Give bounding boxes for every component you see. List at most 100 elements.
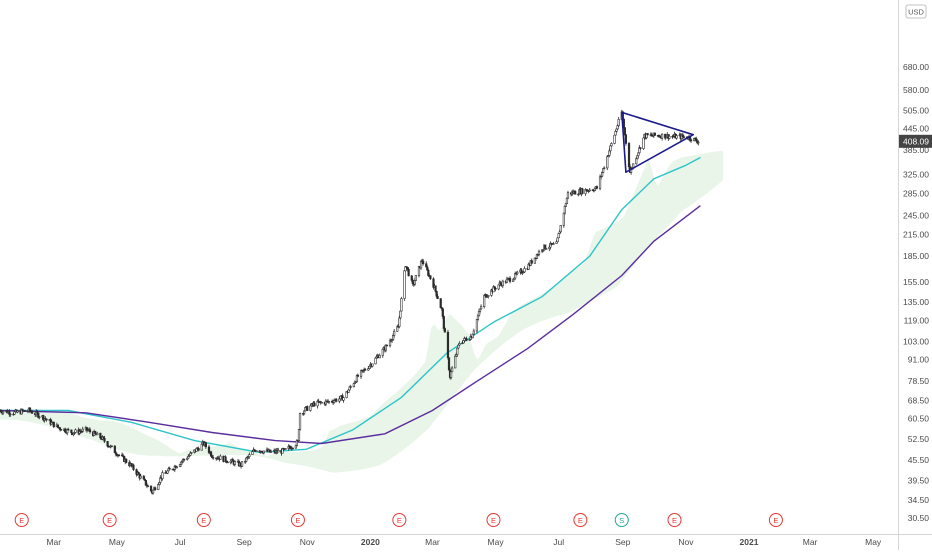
candle-body <box>30 411 34 414</box>
candle-body <box>434 285 437 292</box>
candle-body <box>610 143 613 147</box>
candle-body <box>574 191 577 195</box>
candle-body <box>477 311 481 317</box>
candle <box>2 410 5 416</box>
candle <box>462 340 465 344</box>
x-tick-label: Mar <box>425 537 440 547</box>
earnings-event-marker: E <box>768 513 783 527</box>
last-price-tag: 408.09 <box>899 134 932 148</box>
y-tick-label: 91.00 <box>908 354 930 364</box>
candle-body <box>413 280 416 285</box>
x-tick-label: May <box>488 537 505 547</box>
candle <box>403 270 406 301</box>
candle-body <box>475 319 479 332</box>
candle <box>269 449 273 453</box>
candle <box>574 190 577 195</box>
candle <box>306 405 309 411</box>
candle-body <box>406 267 409 270</box>
candle-body <box>233 461 236 465</box>
earnings-event-marker: E <box>573 513 588 527</box>
candle-body <box>212 457 215 459</box>
y-tick-label: 505.00 <box>903 105 929 115</box>
candle <box>447 357 451 372</box>
candle <box>23 410 26 412</box>
event-circle <box>614 513 629 527</box>
candle <box>284 448 287 450</box>
candle <box>606 155 609 171</box>
candle <box>581 187 584 195</box>
candle-body <box>144 480 147 486</box>
candle-body <box>385 344 389 347</box>
candle-body <box>609 145 612 152</box>
candle-body <box>613 134 616 144</box>
candle-body <box>441 308 444 317</box>
candle-body <box>294 445 297 449</box>
candle <box>425 261 428 268</box>
candle-body <box>559 225 562 233</box>
candle <box>125 458 128 464</box>
x-tick-label: 2020 <box>361 537 380 547</box>
candle-body <box>508 277 512 282</box>
candle-body <box>483 295 486 307</box>
earnings-event-marker: E <box>290 513 305 527</box>
candle-body <box>624 134 628 144</box>
candle-body <box>262 450 265 454</box>
candle-body <box>327 401 331 403</box>
candle <box>81 426 84 433</box>
candle <box>396 324 399 332</box>
candle-body <box>45 418 48 421</box>
candle-body <box>425 263 428 268</box>
candle-body <box>487 295 490 297</box>
candle-body <box>16 410 19 413</box>
moving-average-slow-line <box>0 205 701 445</box>
candle-body <box>154 487 157 490</box>
candle <box>479 304 483 310</box>
candle <box>356 373 360 378</box>
candle <box>30 409 34 414</box>
candle-body <box>552 243 555 245</box>
candle-body <box>439 298 442 309</box>
candle <box>262 450 265 455</box>
candle <box>168 466 171 470</box>
event-circle <box>290 513 305 527</box>
candle-body <box>446 331 450 359</box>
candle-body <box>403 270 406 299</box>
candle-body <box>661 133 664 139</box>
last-price-tag-box <box>899 134 932 148</box>
candle-body <box>152 489 155 494</box>
candle <box>110 445 113 448</box>
y-tick-label: 52.50 <box>908 434 930 444</box>
candle <box>233 459 236 467</box>
candle-body <box>494 288 497 290</box>
candle-body <box>449 371 453 378</box>
candle <box>530 258 533 265</box>
y-tick-label: 78.50 <box>908 376 930 386</box>
event-circle <box>14 513 29 527</box>
event-circle <box>392 513 407 527</box>
event-label: E <box>578 516 583 525</box>
candle-body <box>378 355 381 359</box>
candle <box>385 344 389 347</box>
candle-body <box>617 119 620 126</box>
candle <box>407 267 410 277</box>
candle-body <box>606 156 609 169</box>
y-tick-label: 285.00 <box>903 188 929 198</box>
candle <box>566 190 570 200</box>
candle-body <box>476 315 480 320</box>
candle <box>675 134 678 140</box>
candle-body <box>132 464 135 470</box>
candle-body <box>240 461 244 467</box>
x-tick-label: Mar <box>46 537 61 547</box>
candle-body <box>338 398 341 402</box>
candle <box>639 147 642 151</box>
candle-body <box>168 468 171 470</box>
candle <box>399 310 402 320</box>
symmetrical-triangle <box>620 111 695 173</box>
candle-body <box>646 133 649 136</box>
candle <box>432 277 435 290</box>
candle-body <box>443 328 446 333</box>
candle <box>668 134 671 140</box>
y-tick-label: 155.00 <box>903 277 929 287</box>
candle <box>113 445 116 453</box>
